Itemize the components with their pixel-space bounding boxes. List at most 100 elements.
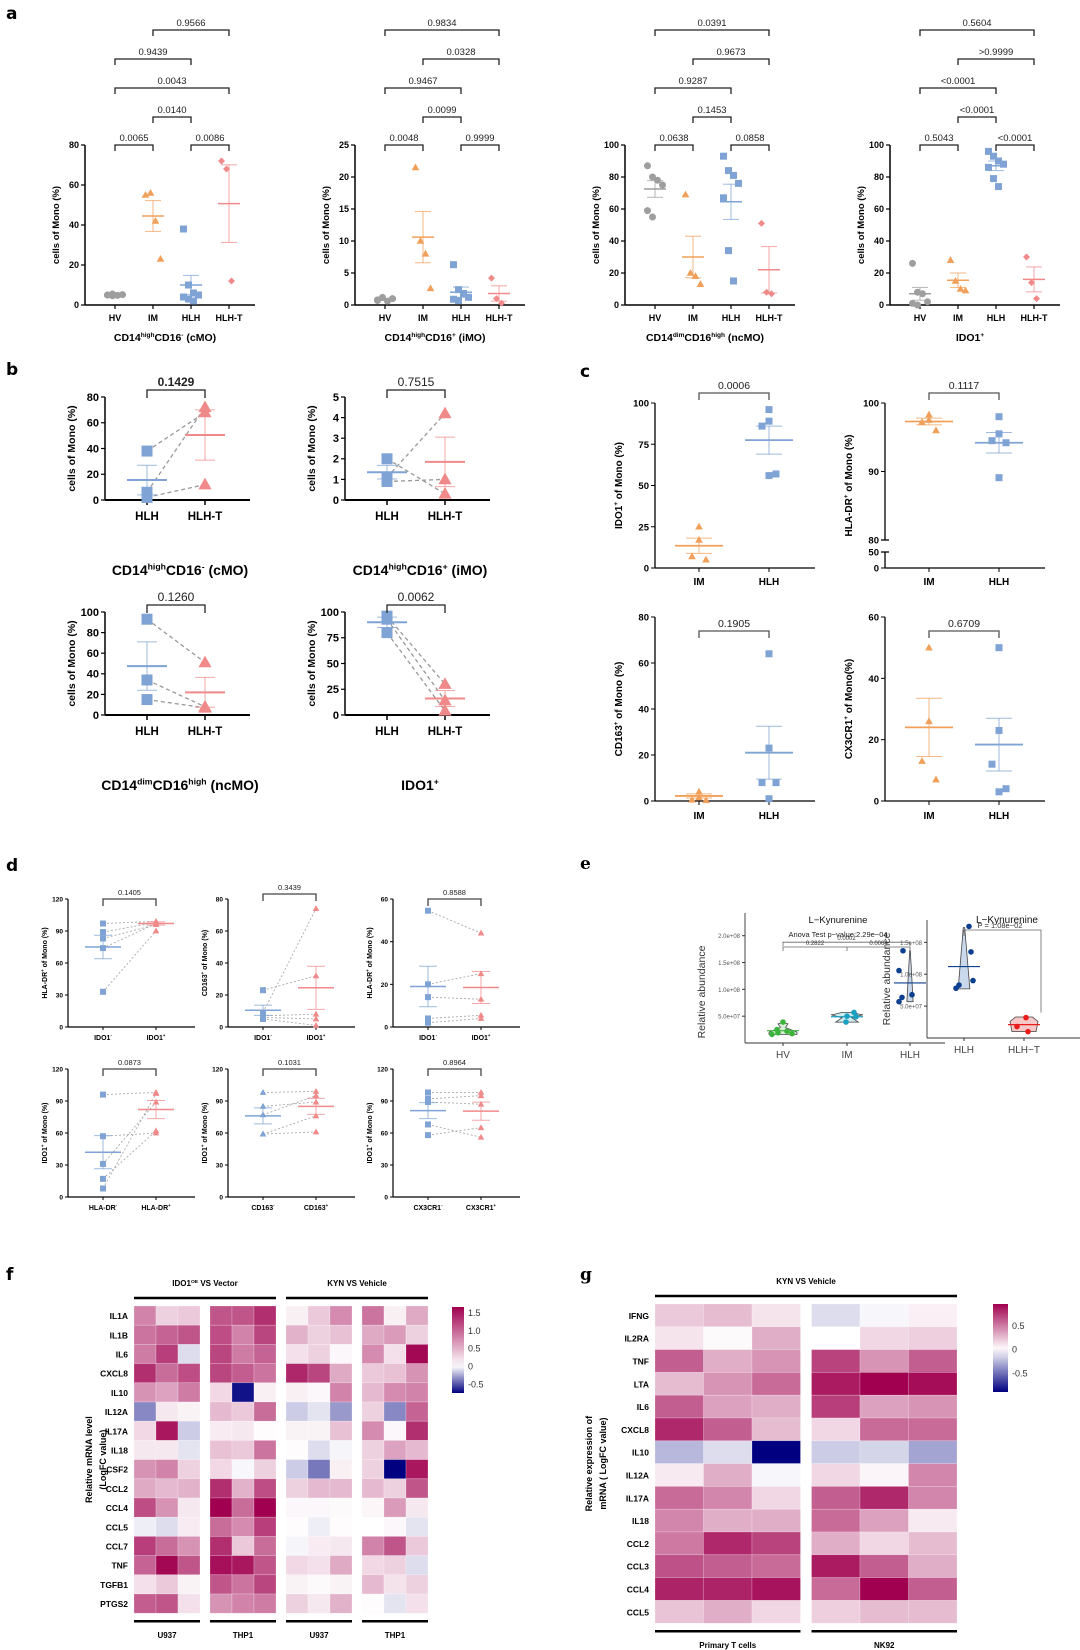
heatmap-cell — [307, 1440, 331, 1460]
row-label: IFNG — [629, 1311, 650, 1321]
label-part: (iMO) — [456, 332, 486, 344]
data-point — [988, 760, 996, 768]
heatmap-cell — [177, 1363, 201, 1384]
p-value-label: 0.1429 — [158, 375, 195, 389]
heatmap-cell — [253, 1593, 277, 1614]
heatmap-cell — [231, 1555, 255, 1576]
y-tick-label: 1 — [333, 474, 339, 486]
panel-letter-a: a — [6, 4, 18, 24]
y-axis-label: IDO1+ of Mono (%) — [200, 1103, 209, 1164]
data-point — [100, 920, 106, 927]
data-point — [223, 165, 230, 173]
row-label: IL6 — [637, 1402, 650, 1412]
heatmap-cell — [329, 1401, 353, 1422]
chart-c2: 80 90 100 50 0 IM HLH HLA-DR+ of Mono (%) 0.1117 — [843, 380, 1045, 588]
y-tick-label: 60 — [87, 648, 99, 660]
heatmap-cell — [307, 1497, 331, 1518]
data-point — [644, 207, 651, 215]
label-part: of Mono (%) — [42, 927, 49, 969]
y-tick-label: 60 — [56, 1131, 64, 1138]
heatmap-cell — [155, 1382, 179, 1403]
x-tick-label: HLH — [989, 577, 1010, 588]
data-point — [995, 644, 1003, 652]
heatmap-cell — [405, 1401, 429, 1422]
heatmap-cell — [751, 1463, 801, 1487]
data-point — [909, 259, 916, 267]
data-point — [925, 410, 933, 418]
data-point — [438, 703, 452, 716]
data-point — [909, 991, 915, 998]
heatmap-cell — [405, 1497, 429, 1518]
heatmap-cell — [155, 1440, 179, 1460]
heatmap-cell — [859, 1394, 909, 1419]
significance-bracket — [102, 898, 157, 906]
heatmap-cell — [329, 1324, 353, 1345]
y-tick-label: 20 — [216, 993, 224, 1000]
data-point — [896, 998, 902, 1005]
y-tick-label: 25 — [327, 684, 339, 696]
label-part: CD14 — [353, 562, 389, 578]
heatmap-cell — [383, 1440, 407, 1460]
heatmap-cell — [751, 1394, 801, 1419]
data-point — [493, 295, 500, 303]
data-point — [460, 289, 467, 297]
heatmap-cell — [654, 1326, 704, 1350]
series-im — [681, 190, 705, 287]
series-hlh — [985, 147, 1007, 191]
x-tick-label: IM — [923, 577, 934, 588]
p-value-label: 0.9834 — [427, 18, 456, 29]
data-point — [702, 796, 710, 804]
data-point — [477, 1100, 485, 1107]
heatmap-cell — [329, 1478, 353, 1499]
data-point — [260, 987, 266, 994]
panel-letter-d: d — [6, 856, 19, 876]
heatmap-cell — [859, 1440, 909, 1464]
data-point — [100, 1133, 106, 1140]
data-point — [381, 627, 393, 639]
heatmap-cell — [703, 1508, 753, 1533]
heatmap-cell — [654, 1349, 704, 1373]
heatmap-cell — [654, 1486, 704, 1510]
significance-bracket — [928, 630, 1000, 638]
x-tick-label: IDO1- — [94, 1033, 112, 1042]
label-part: + — [452, 332, 456, 339]
y-tick-label: 0 — [879, 300, 884, 310]
label-part: of Mono (%) — [42, 1103, 49, 1145]
x-tick-label: IM — [418, 313, 428, 323]
data-point — [772, 779, 780, 787]
heatmap-cell — [155, 1363, 179, 1384]
series-im — [675, 787, 723, 804]
significance-bracket — [114, 144, 154, 151]
data-point — [450, 261, 457, 269]
significance-bracket — [427, 1068, 482, 1076]
heatmap-cell — [908, 1463, 958, 1487]
y-tick-label: 1.0e+08 — [718, 988, 741, 994]
data-point — [765, 795, 773, 803]
row-label: LTA — [634, 1379, 649, 1389]
heatmap-cell — [253, 1516, 277, 1537]
y-tick-label: 30 — [381, 1163, 389, 1170]
data-point — [198, 655, 212, 668]
data-point — [141, 190, 150, 198]
heatmap-cell — [209, 1420, 233, 1441]
label-part: CD14 — [101, 777, 137, 793]
row-label: TNF — [111, 1561, 128, 1571]
data-point — [769, 1031, 775, 1038]
heatmap-cell — [285, 1344, 309, 1364]
label-part: HLA-DR — [367, 972, 374, 999]
data-point — [925, 643, 933, 651]
data-point — [100, 1091, 106, 1098]
data-point — [1002, 785, 1010, 793]
heatmap-cell — [654, 1554, 704, 1578]
heatmap-cell — [811, 1486, 861, 1510]
y-tick-label: 25 — [339, 140, 349, 150]
series-hlh — [745, 406, 793, 480]
data-point — [416, 236, 425, 244]
x-tick-label: HLH−T — [1008, 1045, 1040, 1056]
y-tick-label: 120 — [377, 1067, 388, 1074]
heatmap-cell — [307, 1516, 331, 1537]
heatmap-cell — [231, 1420, 255, 1441]
pair-line — [146, 618, 206, 663]
significance-bracket — [427, 898, 482, 906]
data-point — [381, 613, 393, 625]
